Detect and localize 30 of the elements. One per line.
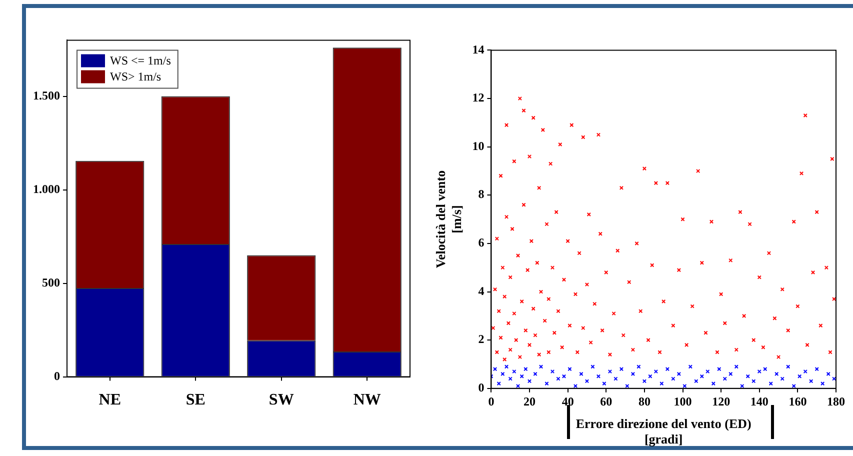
y-tick-label: 14 [472,42,484,56]
x-tick-label: 160 [788,394,807,409]
x-tick-label: NE [98,392,121,409]
y-tick-label: 500 [42,275,60,290]
x-tick-label: NW [353,392,381,409]
x-tick-label: 40 [562,394,574,409]
x-tick-label: 20 [524,394,536,409]
legend-label: WS> 1m/s [110,69,162,84]
x-tick-label: SE [186,392,206,409]
y-tick-label: 0 [478,380,484,394]
x-tick-label: 100 [674,394,692,409]
x-tick-label: 140 [750,394,768,409]
y-tick-label: 8 [478,187,484,202]
y-tick-label: 1.000 [33,182,60,196]
x-tick-label: 80 [638,394,650,409]
x-tick-label: SW [268,392,294,409]
y-tick-label: 10 [472,138,484,153]
legend-label: WS <= 1m/s [110,53,172,68]
y-tick-label: 2 [478,332,484,346]
y-tick-label: 6 [478,236,484,250]
x-tick-label: 180 [827,394,845,409]
x-tick-label: 60 [600,394,612,409]
y-axis-title: Velocità del vento [m/s] [433,170,464,268]
x-tick-label: 120 [712,394,730,409]
y-tick-label: 4 [478,284,484,298]
y-tick-label: 0 [54,368,60,383]
x-axis-title: Errore direzione del vento (ED) [gradi] [576,416,752,447]
y-tick-label: 1.500 [33,88,60,102]
x-tick-label: 0 [488,394,494,409]
y-tick-label: 12 [472,90,484,105]
